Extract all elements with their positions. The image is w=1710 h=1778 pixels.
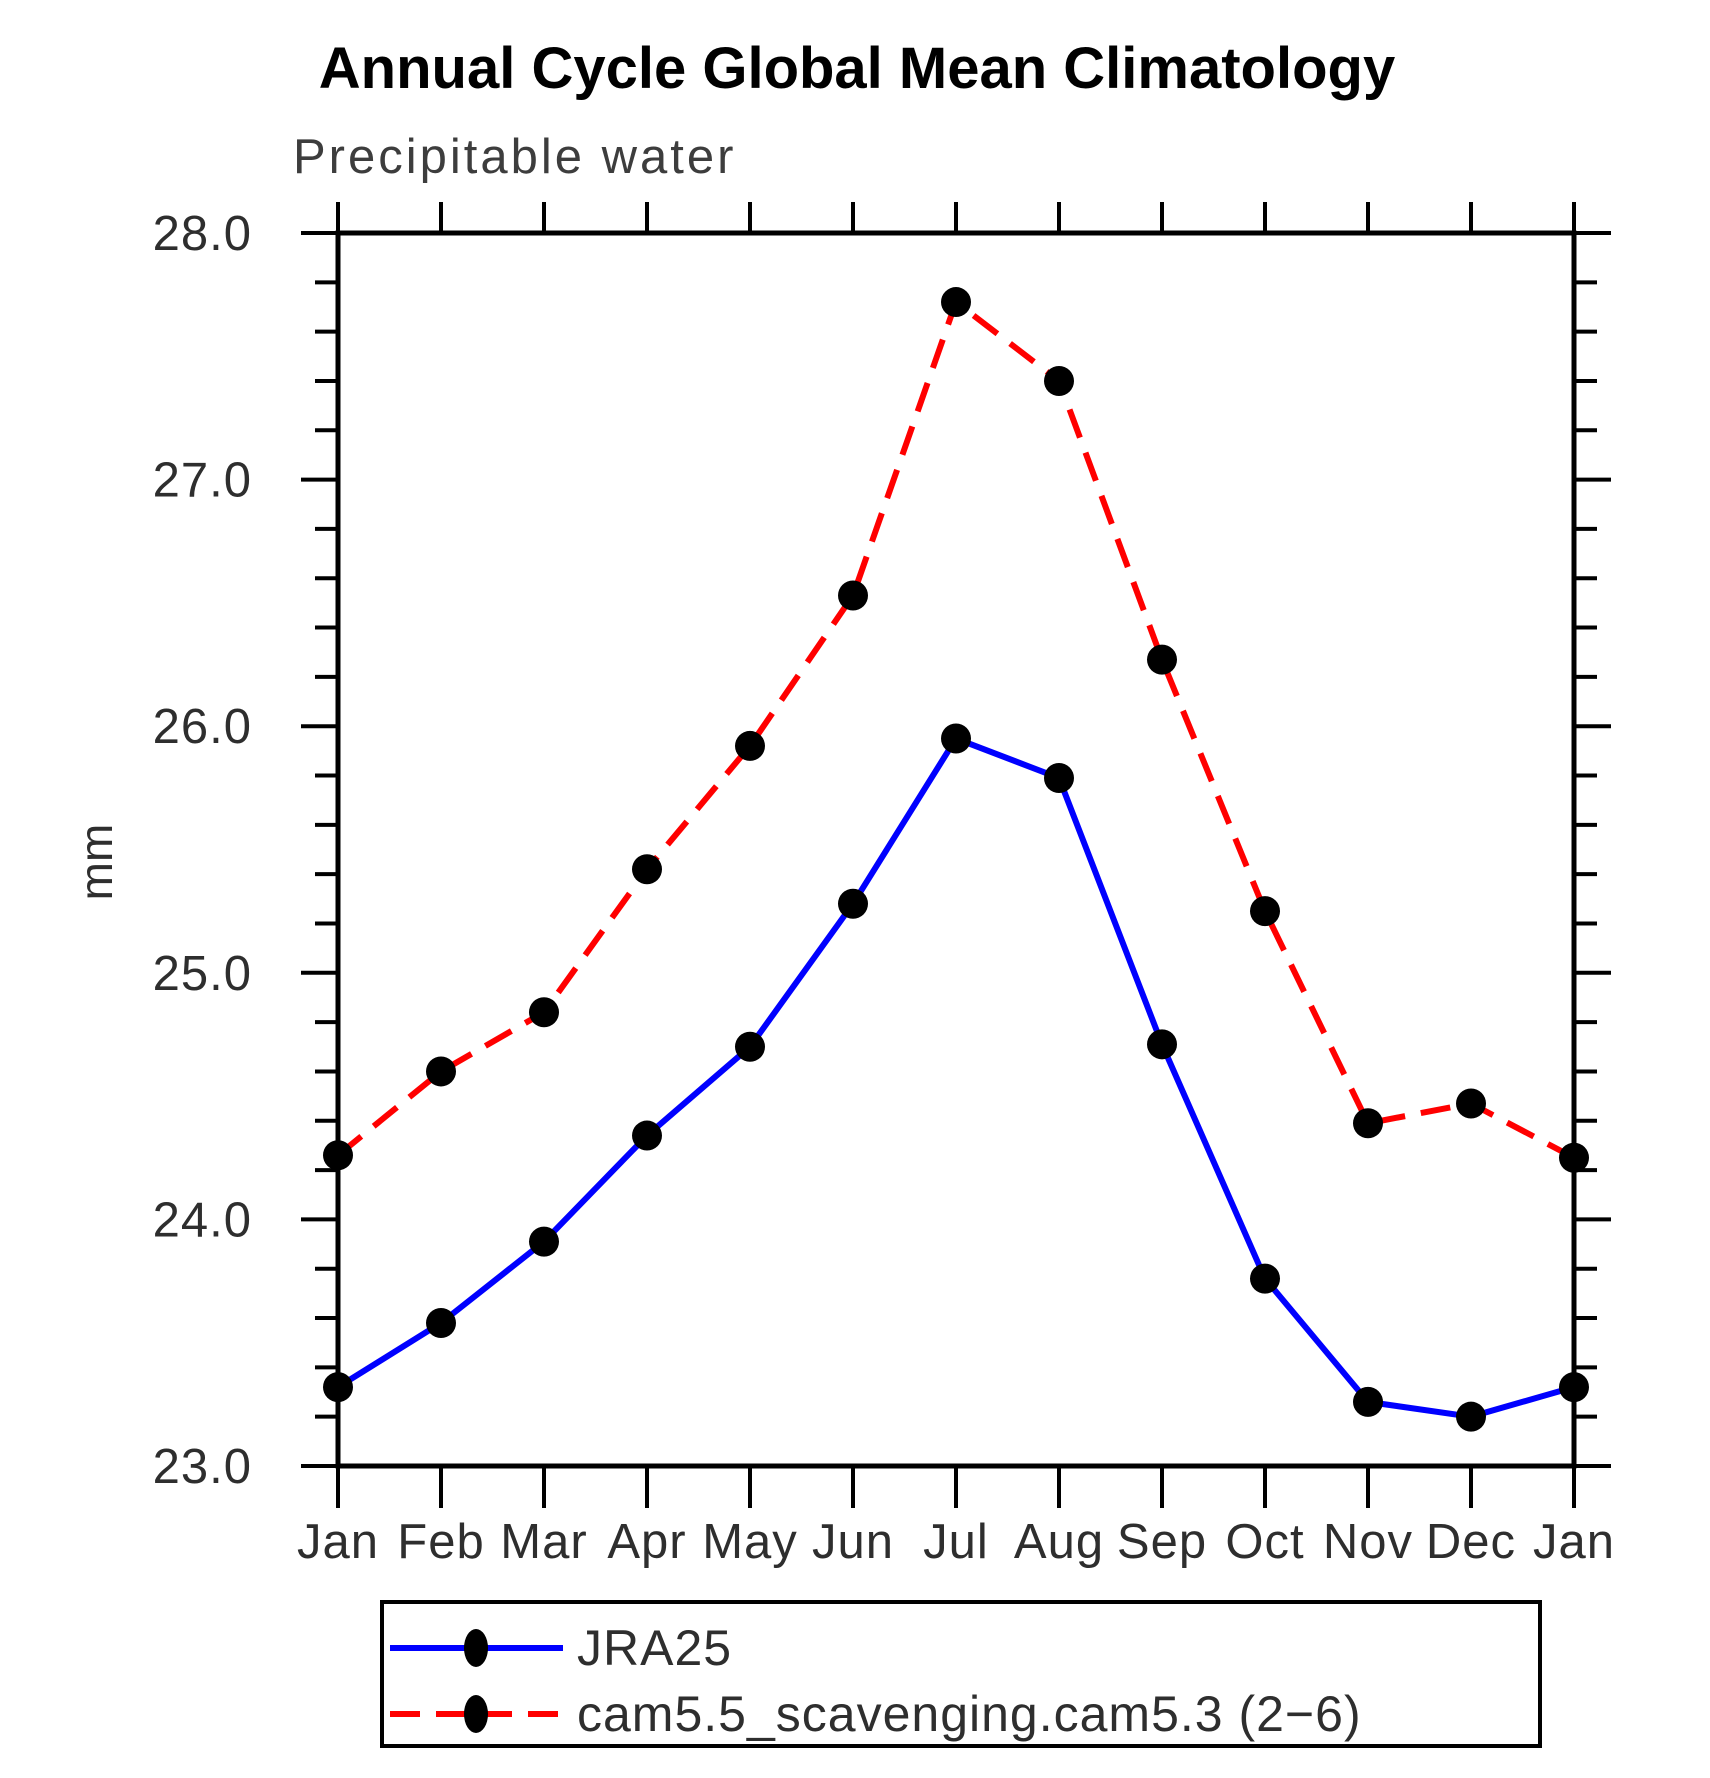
data-point-marker — [426, 1056, 456, 1087]
y-tick-label: 26.0 — [153, 700, 252, 754]
y-tick-label: 23.0 — [153, 1440, 252, 1494]
data-point-marker — [941, 287, 971, 318]
chart-title: Annual Cycle Global Mean Climatology — [319, 36, 1395, 101]
y-axis-ticks — [301, 231, 1611, 1468]
data-point-marker — [838, 888, 868, 919]
data-point-marker — [529, 997, 559, 1028]
legend-box — [380, 1600, 1542, 1748]
legend-marker-0 — [464, 1629, 488, 1667]
data-point-marker — [1147, 644, 1177, 675]
x-tick-label: Jun — [812, 1515, 894, 1569]
x-tick-label: Jan — [1533, 1515, 1615, 1569]
data-point-marker — [1456, 1401, 1486, 1432]
chart-subtitle: Precipitable water — [293, 130, 736, 184]
y-tick-label: 24.0 — [153, 1193, 252, 1247]
y-tick-label: 25.0 — [153, 947, 252, 1001]
series-markers-0 — [323, 723, 1589, 1432]
data-point-marker — [323, 1372, 353, 1403]
data-point-marker — [735, 1031, 765, 1062]
data-point-marker — [1250, 1263, 1280, 1294]
x-tick-label: Dec — [1426, 1515, 1516, 1569]
data-point-marker — [941, 723, 971, 754]
data-point-marker — [735, 730, 765, 761]
data-point-marker — [323, 1140, 353, 1171]
data-point-marker — [1456, 1088, 1486, 1119]
x-tick-label: Apr — [607, 1515, 686, 1569]
x-tick-label: Jan — [297, 1515, 379, 1569]
legend: JRA25 cam5.5_scavenging.cam5.3 (2−6) — [380, 1600, 1542, 1748]
x-tick-label: Mar — [500, 1515, 587, 1569]
x-tick-label: Oct — [1225, 1515, 1304, 1569]
x-tick-label: Aug — [1014, 1515, 1104, 1569]
plot-frame — [335, 230, 1577, 1469]
data-point-marker — [838, 580, 868, 611]
data-point-marker — [1559, 1142, 1589, 1173]
data-point-marker — [1044, 365, 1074, 396]
y-tick-label: 28.0 — [153, 207, 252, 261]
data-point-marker — [426, 1307, 456, 1338]
data-point-marker — [1044, 762, 1074, 793]
y-tick-label: 27.0 — [153, 454, 252, 508]
data-point-marker — [1559, 1372, 1589, 1403]
legend-label-0: JRA25 — [577, 1620, 732, 1676]
data-point-marker — [632, 854, 662, 885]
legend-marker-1 — [464, 1695, 488, 1733]
x-tick-label: Nov — [1323, 1515, 1413, 1569]
data-point-marker — [632, 1120, 662, 1151]
x-tick-label: Sep — [1117, 1515, 1207, 1569]
series-line-0 — [336, 734, 1575, 1420]
data-point-marker — [1353, 1108, 1383, 1139]
x-tick-label: Feb — [397, 1515, 484, 1569]
data-point-marker — [529, 1226, 559, 1257]
y-axis-label: mm — [70, 824, 122, 901]
x-tick-label: Jul — [923, 1515, 989, 1569]
series-markers-1 — [323, 287, 1589, 1173]
x-tick-label: May — [702, 1515, 798, 1569]
x-axis-ticks — [336, 202, 1576, 1508]
legend-label-1: cam5.5_scavenging.cam5.3 (2−6) — [577, 1686, 1362, 1742]
data-point-marker — [1353, 1386, 1383, 1417]
data-point-marker — [1147, 1029, 1177, 1060]
data-point-marker — [1250, 896, 1280, 927]
